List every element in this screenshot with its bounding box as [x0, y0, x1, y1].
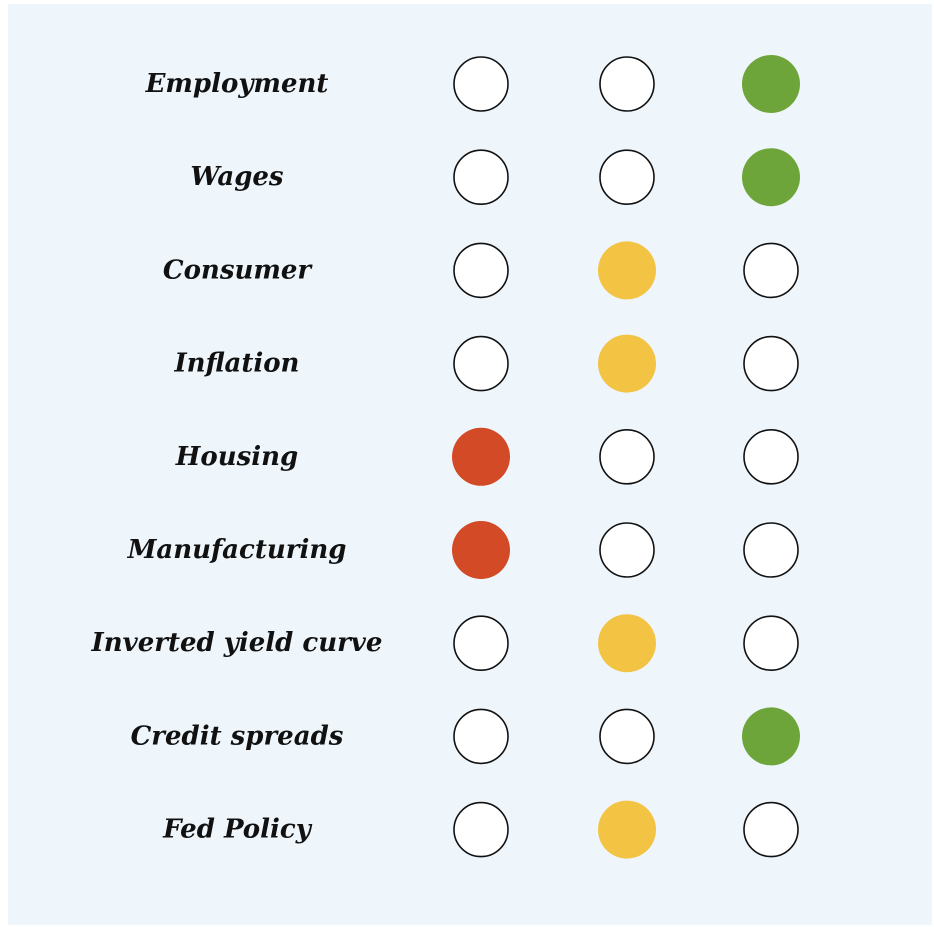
empty-dot	[599, 149, 655, 205]
empty-dot	[599, 522, 655, 578]
row-label: Inflation	[174, 349, 300, 379]
empty-dot	[453, 335, 509, 392]
status-dot	[742, 55, 800, 113]
empty-dot	[599, 56, 655, 112]
status-dot	[598, 241, 656, 300]
empty-dot	[743, 335, 799, 392]
empty-dot	[453, 708, 509, 765]
status-dot	[598, 334, 656, 393]
row-label: Housing	[175, 442, 298, 472]
empty-dot	[453, 149, 509, 205]
status-dot	[598, 800, 656, 859]
status-dot	[452, 521, 510, 579]
empty-dot	[453, 56, 509, 112]
row-label: Wages	[190, 162, 284, 192]
status-dot	[452, 427, 510, 486]
empty-dot	[743, 615, 799, 672]
row-label: Employment	[145, 69, 329, 99]
status-dot	[742, 148, 800, 207]
empty-dot	[599, 708, 655, 765]
row-label: Credit spreads	[131, 721, 344, 751]
row-label: Fed Policy	[162, 815, 313, 845]
empty-dot	[743, 428, 799, 485]
empty-dot	[743, 242, 799, 299]
empty-dot	[453, 242, 509, 299]
status-dot	[598, 614, 656, 673]
row-label: Manufacturing	[127, 535, 347, 565]
empty-dot	[599, 428, 655, 485]
empty-dot	[453, 801, 509, 858]
empty-dot	[743, 801, 799, 858]
row-label: Consumer	[163, 255, 314, 285]
row-label: Inverted yield curve	[91, 628, 383, 658]
empty-dot	[743, 522, 799, 578]
empty-dot	[453, 615, 509, 672]
status-dot	[742, 707, 800, 766]
